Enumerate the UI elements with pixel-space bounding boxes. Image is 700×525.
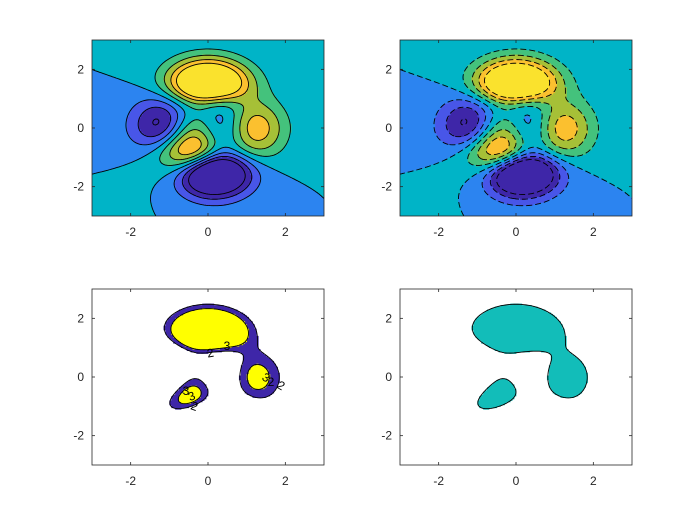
band--3: [138, 107, 253, 201]
contour-line-level-2: [477, 129, 517, 161]
contour-line-level-3: [485, 136, 510, 156]
contour-line-level-3: [177, 385, 202, 405]
y-tick-label: 0: [77, 121, 84, 135]
contour-line-level--1: [481, 152, 570, 207]
plot-area: [92, 40, 324, 216]
contour-line-level-1: [154, 48, 291, 157]
contour-line-level-1: [467, 119, 524, 166]
contour-line-level-0: [92, 69, 186, 175]
contour-label: 3: [183, 384, 190, 398]
contour-line-level-3: [246, 363, 270, 390]
contour-line-level--2: [489, 155, 561, 200]
contour-label: 2: [268, 375, 275, 389]
contour-line-level-1: [462, 48, 599, 157]
band-below--3: [151, 119, 246, 195]
x-tick-label: -2: [433, 474, 444, 488]
contour-line-level-3: [478, 59, 557, 102]
contour-label: 2: [206, 346, 215, 361]
x-tick-label: 0: [205, 474, 212, 488]
y-tick-label: -2: [73, 180, 84, 194]
x-tick-label: 2: [590, 474, 597, 488]
x-tick-label: -2: [125, 225, 136, 239]
y-tick-label: -2: [73, 429, 84, 443]
contour-line-level-2: [163, 303, 280, 399]
x-tick-label: 0: [513, 225, 520, 239]
band--2: [126, 100, 261, 207]
contour-line-level-2: [169, 129, 209, 161]
contour-line-level-1: [159, 119, 216, 166]
contour-line-level-0: [150, 146, 324, 216]
band--1: [400, 69, 632, 216]
contour-line-level--2: [445, 106, 480, 138]
band-3: [171, 59, 271, 155]
x-tick-label: 2: [282, 225, 289, 239]
y-tick-label: -2: [381, 180, 392, 194]
contour-line-level-3: [246, 114, 270, 141]
band--1: [92, 69, 324, 216]
plot-area: [400, 289, 632, 465]
x-tick-label: -2: [125, 474, 136, 488]
contour-panel-2: -2 0 2 2 0 -2: [381, 39, 633, 239]
band-1: [155, 48, 292, 167]
contour-line-level-2: [477, 378, 517, 410]
x-tick-label: 0: [205, 225, 212, 239]
plot-area: [400, 40, 632, 216]
contour-line-level-2: [163, 54, 280, 150]
contour-line-level--1: [433, 99, 487, 146]
band-3: [479, 59, 579, 155]
x-tick-label: 0: [513, 474, 520, 488]
band-2-to-3: [163, 303, 280, 410]
contour-line-level--3: [496, 159, 554, 195]
contour-line-level-4: [176, 62, 243, 99]
y-tick-label: 2: [385, 62, 392, 76]
band-2: [163, 54, 280, 161]
band-2: [471, 54, 588, 161]
contour-panel-1: -2 0 2 2 0 -2: [73, 39, 325, 239]
contour-label: 3: [186, 388, 197, 404]
contour-panel-4: -2 0 2 2 0 -2: [381, 288, 633, 488]
contour-line-level--2: [181, 155, 253, 200]
y-tick-label: 0: [385, 370, 392, 384]
y-tick-label: 0: [385, 121, 392, 135]
band-above-4: [177, 63, 242, 98]
contour-line-level-3: [170, 59, 249, 102]
band-above-3: [171, 308, 271, 404]
y-tick-label: 2: [77, 311, 84, 325]
y-tick-label: 0: [77, 370, 84, 384]
contour-line-level-3: [177, 136, 202, 156]
band--3: [446, 107, 561, 201]
contour-line-level--3: [460, 118, 468, 126]
contour-label: 2: [189, 399, 200, 415]
contour-line-level-2: [471, 303, 588, 399]
band-1: [463, 48, 600, 167]
band-below--3: [459, 119, 554, 195]
contour-line-level-4: [484, 62, 551, 99]
contour-line-level-2: [471, 54, 588, 150]
contour-line-level-0: [400, 69, 494, 175]
x-tick-label: 2: [282, 474, 289, 488]
contour-line-level-3: [170, 308, 249, 351]
contour-line-level-0: [523, 114, 532, 124]
y-tick-label: -2: [381, 429, 392, 443]
contour-line-level--2: [137, 106, 172, 138]
contour-line-level-0: [215, 114, 224, 124]
y-tick-label: 2: [385, 311, 392, 325]
band--2: [434, 100, 569, 207]
y-tick-label: 2: [77, 62, 84, 76]
contour-line-level--3: [188, 159, 246, 195]
contour-label: 3: [224, 339, 231, 353]
x-tick-label: 2: [590, 225, 597, 239]
contour-line-level--3: [152, 118, 160, 126]
contour-line-level-0: [458, 146, 632, 216]
band-above-2: [471, 303, 588, 410]
contour-line-level--1: [173, 152, 262, 207]
x-tick-label: -2: [433, 225, 444, 239]
contour-line-level-3: [554, 114, 578, 141]
band-above-4: [485, 63, 550, 98]
contour-line-level-2: [169, 378, 209, 410]
contour-line-level--1: [125, 99, 179, 146]
